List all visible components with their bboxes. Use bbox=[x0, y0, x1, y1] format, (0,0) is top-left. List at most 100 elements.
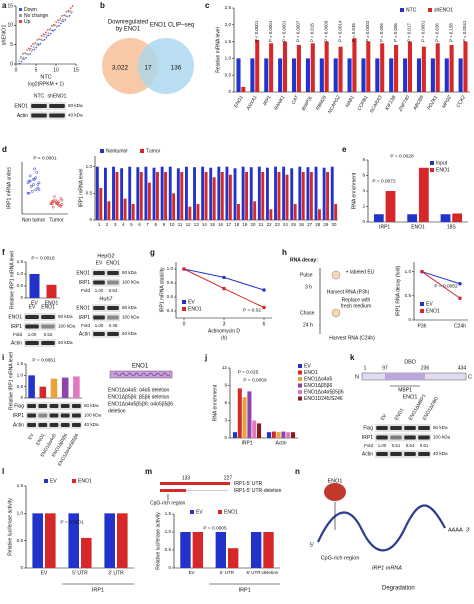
bar bbox=[144, 166, 148, 220]
y-axis-label: shENO1 bbox=[1, 25, 7, 46]
fold-value: 1.00 bbox=[28, 332, 37, 337]
y-tick-label: 5 bbox=[10, 42, 13, 48]
scatter-cloud bbox=[68, 15, 71, 17]
dot bbox=[34, 188, 38, 192]
bar bbox=[257, 423, 262, 438]
protein-blob bbox=[324, 483, 346, 501]
mrna bbox=[317, 504, 446, 552]
bar bbox=[435, 43, 440, 92]
dot bbox=[50, 200, 54, 203]
scatter-cloud bbox=[31, 48, 34, 51]
dot bbox=[36, 183, 40, 186]
y-tick-label: 1.0 bbox=[225, 56, 232, 61]
scatter-cloud bbox=[55, 21, 57, 23]
dot bbox=[32, 177, 35, 181]
count: 136 bbox=[171, 65, 182, 72]
x-tick-label: ENO1 bbox=[233, 94, 245, 109]
size-label: 100 kDa bbox=[122, 315, 140, 320]
set-label: by ENO1 bbox=[116, 27, 141, 33]
legend-swatch bbox=[19, 20, 22, 23]
legend-swatch bbox=[19, 8, 22, 11]
row-label: Flag bbox=[14, 403, 24, 409]
bar bbox=[192, 532, 204, 568]
blot-band bbox=[49, 413, 59, 418]
blot-band bbox=[25, 315, 39, 319]
x-tick-label: MPDZ bbox=[441, 94, 454, 110]
protein-label: ENO1 bbox=[328, 478, 343, 484]
dot bbox=[54, 198, 57, 202]
x-tick-label: BNIP3L bbox=[301, 94, 315, 112]
y-axis-label: Relative mRNA level bbox=[215, 27, 221, 73]
legend-swatch bbox=[298, 364, 302, 368]
x-tick-label: 13 bbox=[194, 222, 199, 227]
legend-label: ENO1 bbox=[188, 306, 202, 312]
p-value: P = 0.0007 bbox=[296, 20, 301, 42]
bar bbox=[394, 44, 399, 92]
x-tick-label: 16 bbox=[218, 222, 223, 227]
scatter-cloud bbox=[33, 48, 36, 51]
y-tick-label: 1.0 bbox=[165, 529, 172, 534]
panel-label: b bbox=[100, 1, 105, 10]
legend-swatch bbox=[428, 8, 432, 12]
p-value: P = 0.0001 bbox=[268, 20, 273, 42]
scatter-cloud bbox=[44, 33, 47, 36]
legend-swatch bbox=[430, 168, 434, 172]
x-tick-label: 28 bbox=[315, 222, 320, 227]
blot bbox=[375, 424, 431, 432]
x-tick-label: CAT bbox=[290, 94, 300, 106]
deletion-note: deletion bbox=[108, 408, 126, 414]
dot bbox=[29, 184, 33, 188]
terminus: C bbox=[468, 374, 472, 380]
blot-band bbox=[41, 324, 55, 329]
scatter-cloud bbox=[30, 45, 33, 47]
bar bbox=[245, 172, 249, 220]
y-tick-label: 3 bbox=[224, 418, 227, 423]
scatter-cloud bbox=[45, 31, 47, 33]
y-tick-label: 1.5 bbox=[17, 483, 24, 488]
bar bbox=[276, 432, 281, 438]
legend-label: EV bbox=[426, 301, 433, 307]
p-value: P = 0.0052 bbox=[434, 283, 458, 289]
lane-label: ENO1 bbox=[394, 407, 406, 422]
bar bbox=[232, 432, 237, 438]
y-tick-label: 0.5 bbox=[17, 283, 24, 288]
y-axis-label: IRP1 mRNA unites bbox=[6, 167, 12, 209]
p-value: P = 0.158 bbox=[448, 23, 453, 42]
scatter-cloud bbox=[58, 21, 60, 24]
dbd-region bbox=[385, 373, 425, 380]
scatter-cloud bbox=[57, 19, 59, 21]
x-tick-label: 5 bbox=[35, 67, 38, 73]
row-label: Fold bbox=[13, 332, 22, 337]
blot-band bbox=[418, 435, 430, 440]
row-label: IRP1 bbox=[79, 315, 90, 321]
dot bbox=[59, 205, 63, 208]
bar bbox=[322, 167, 326, 220]
y-tick-label: 1.0 bbox=[86, 164, 93, 169]
y-tick-label: 0 bbox=[20, 295, 23, 300]
blot bbox=[375, 450, 431, 458]
blot-band bbox=[60, 404, 70, 408]
bar bbox=[407, 41, 412, 92]
blot-band bbox=[404, 452, 416, 456]
scatter-cloud bbox=[59, 19, 61, 21]
lane-label: EV bbox=[380, 412, 389, 421]
lane-label: EV bbox=[96, 260, 103, 266]
fold-value: 0.49 bbox=[109, 323, 118, 328]
bar bbox=[264, 58, 269, 92]
blot bbox=[375, 433, 431, 442]
bar bbox=[228, 174, 232, 220]
x-tick-label: 19 bbox=[242, 222, 247, 227]
scatter-cloud bbox=[21, 58, 24, 60]
bar bbox=[266, 432, 271, 438]
scatter-cloud bbox=[50, 29, 53, 31]
protocol-step: + labeled EU bbox=[346, 269, 375, 275]
y-tick-label: 8 bbox=[362, 157, 365, 162]
blot bbox=[92, 269, 120, 277]
bar bbox=[241, 166, 245, 220]
scatter-cloud bbox=[34, 41, 37, 44]
p-value: P = 0.0001 bbox=[60, 519, 84, 525]
dot bbox=[34, 176, 38, 179]
row-label: IRP1 bbox=[11, 324, 22, 330]
x-tick-label: CCK2 bbox=[455, 94, 467, 108]
scatter-cloud bbox=[54, 24, 57, 26]
